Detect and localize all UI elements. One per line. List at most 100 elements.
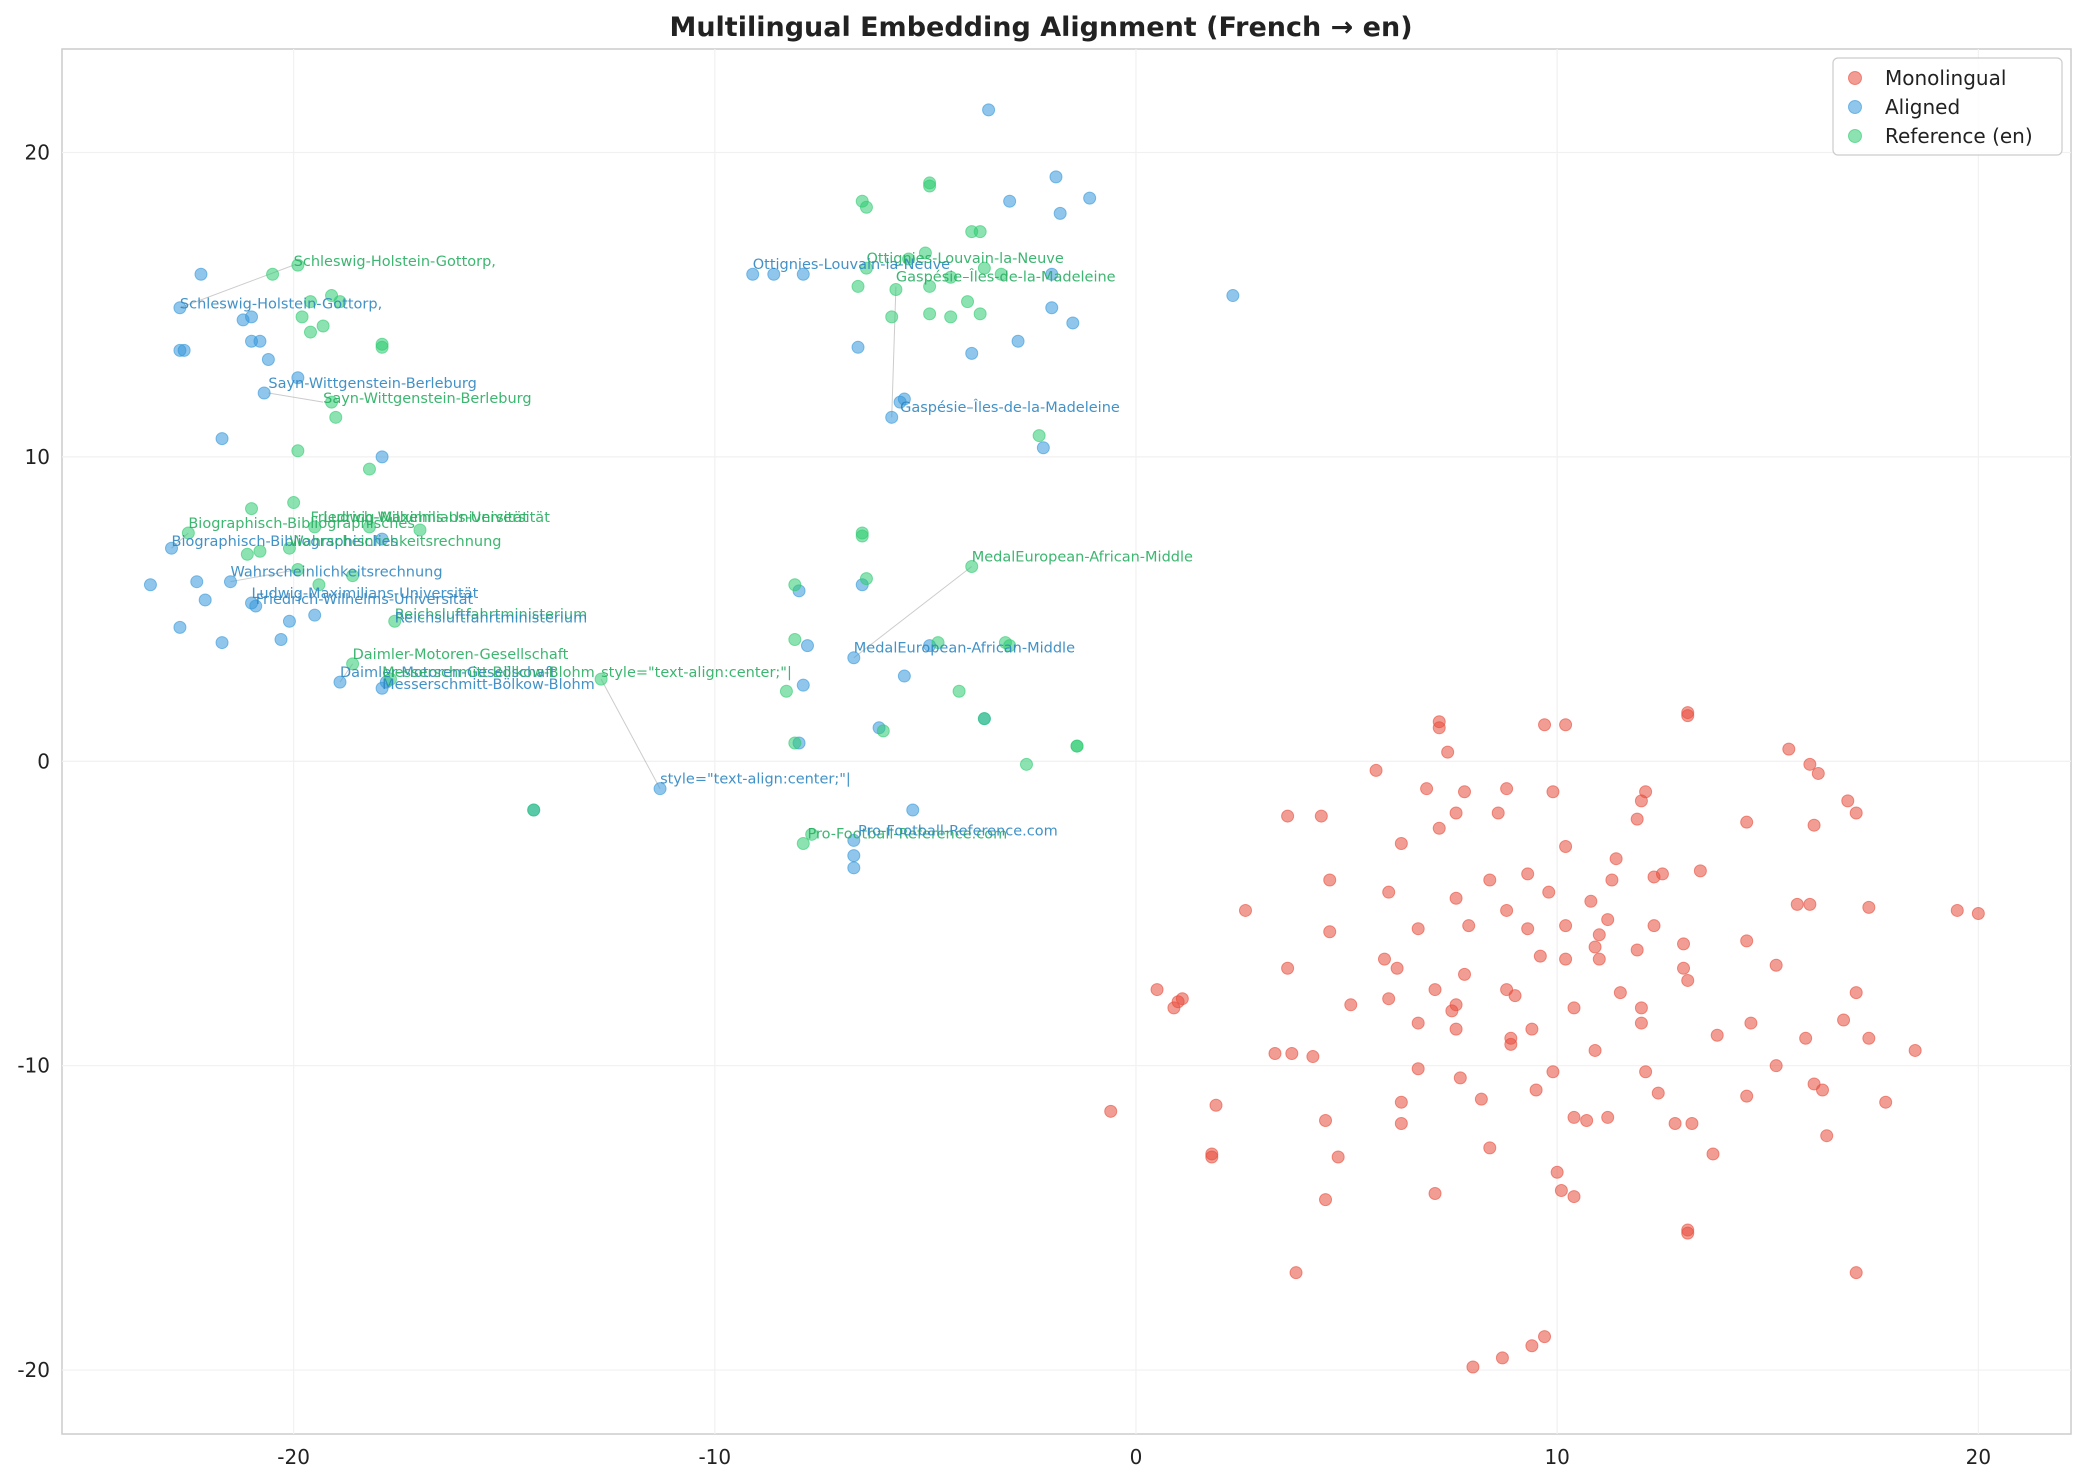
reference-en-point [346,657,360,671]
monolingual-point [1546,1065,1560,1079]
aligned-point [1226,289,1240,303]
point-label: Schleswig-Holstein-Gottorp, [294,254,496,270]
y-tick-label: 10 [25,445,50,469]
point-label: Gaspésie–Îles-de-la-Madeleine [900,398,1120,416]
aligned-point [249,599,263,613]
monolingual-point [1811,766,1825,780]
aligned-point [333,675,347,689]
reference-en-point [329,410,343,424]
point-label: Friedrich-Wilhelms-Universität [310,510,528,526]
monolingual-point [1634,794,1648,808]
aligned-point [274,633,288,647]
point-label: Pro-Football-Reference.com [858,823,1058,839]
monolingual-point [1382,885,1396,899]
reference-en-point [952,684,966,698]
reference-en-point [973,225,987,239]
aligned-point [215,636,229,650]
legend-box [1832,57,2063,156]
monolingual-point [1466,1360,1480,1374]
monolingual-point [1681,1226,1695,1240]
monolingual-point [1281,809,1295,823]
alignment-connector [853,566,973,659]
aligned-point [173,620,187,634]
monolingual-point [1432,721,1446,735]
reference-en-point [291,444,305,458]
reference-en-point [384,672,398,686]
aligned-point [897,669,911,683]
alignment-connector [268,392,324,403]
monolingual-point [1377,952,1391,966]
monolingual-point [1420,782,1434,796]
aligned-point [885,410,899,424]
monolingual-point [1428,1187,1442,1201]
aligned-point [1049,170,1063,184]
monolingual-point [1432,821,1446,835]
reference-en-point [859,261,873,275]
monolingual-point [1592,952,1606,966]
point-label: Ludwig-Maximilians-Universität [252,586,479,602]
monolingual-point [1849,986,1863,1000]
reference-en-point [1032,429,1046,443]
legend-marker-reference-en [1848,129,1862,143]
reference-en-point [303,295,317,309]
y-axis-ticks: 20 10 0 -10 -20 [17,140,50,1382]
monolingual-point [1167,1001,1181,1015]
monolingual-point [1849,1266,1863,1280]
monolingual-point [1559,840,1573,854]
monolingual-point [1411,1062,1425,1076]
legend-label-aligned: Aligned [1885,95,1960,119]
aligned-point [965,346,979,360]
aligned-point [1066,316,1080,330]
monolingual-point [1740,815,1754,829]
monolingual-point [1205,1150,1219,1164]
monolingual-point [1538,1330,1552,1344]
data-points [143,103,1985,1374]
monolingual-point [1150,983,1164,997]
monolingual-point [1382,992,1396,1006]
point-label: Schleswig-Holstein-Gottorp, [180,297,382,313]
aligned-point [165,541,179,555]
monolingual-point [1268,1047,1282,1061]
monolingual-point [1441,745,1455,759]
monolingual-point [1411,922,1425,936]
monolingual-point [1908,1043,1922,1057]
monolingual-point [1971,906,1985,920]
aligned-point [851,340,865,354]
monolingual-point [1613,986,1627,1000]
monolingual-point [1209,1098,1223,1112]
aligned-point [215,432,229,446]
monolingual-point [1803,897,1817,911]
point-label: MedalEuropean-African-Middle [972,549,1193,565]
monolingual-point [1319,1113,1333,1127]
monolingual-point [1104,1104,1118,1118]
reference-en-point [291,563,305,577]
alignment-connector [230,569,298,583]
monolingual-point [1483,873,1497,887]
monolingual-point [1508,989,1522,1003]
x-axis-ticks: -20 -10 0 10 20 [277,1445,1991,1469]
aligned-point [223,575,237,589]
monolingual-point [1390,961,1404,975]
y-tick-label: -10 [17,1054,50,1078]
monolingual-point [1677,937,1691,951]
monolingual-point [1630,812,1644,826]
reference-en-point [594,672,608,686]
reference-en-point [931,636,945,650]
alignment-connector [891,286,897,418]
aligned-point [308,608,322,622]
aligned-point [1045,301,1059,315]
point-label: Sayn-Wittgenstein-Berleburg [268,376,476,392]
alignment-connector [600,678,661,789]
monolingual-point [1681,973,1695,987]
reference-en-point [889,282,903,296]
monolingual-point [1285,1047,1299,1061]
point-label: Sayn-Wittgenstein-Berleburg [323,391,531,407]
monolingual-point [1651,1086,1665,1100]
reference-en-point [973,307,987,321]
aligned-point [847,849,861,863]
aligned-point [982,103,996,117]
legend-label-reference-en: Reference (en) [1885,124,2033,148]
monolingual-point [1323,873,1337,887]
monolingual-point [1521,867,1535,881]
aligned-point [245,310,259,324]
